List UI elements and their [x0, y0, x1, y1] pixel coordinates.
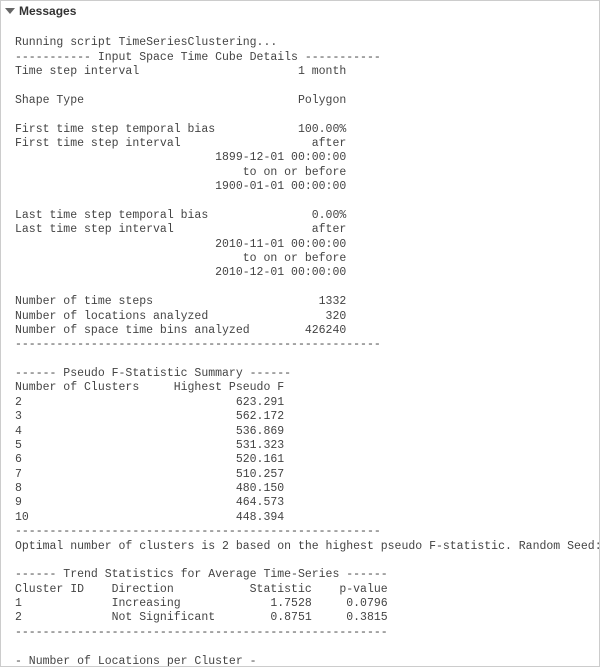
sep-trend: ------ Trend Statistics for Average Time… [15, 568, 388, 581]
messages-panel: Messages Running script TimeSeriesCluste… [1, 1, 599, 666]
messages-header[interactable]: Messages [1, 1, 599, 20]
trend-head: Cluster ID Direction Statistic p-value [15, 583, 388, 596]
pfs-head: Number of Clusters Highest Pseudo F [15, 381, 284, 394]
row-lti-d1: 2010-11-01 00:00:00 [15, 238, 346, 251]
row-lti-d2: 2010-12-01 00:00:00 [15, 266, 346, 279]
row-nstb: Number of space time bins analyzed 42624… [15, 324, 346, 337]
pfs-9: 9 464.573 [15, 496, 284, 509]
row-fti: First time step interval after [15, 137, 346, 150]
row-ltb: Last time step temporal bias 0.00% [15, 209, 346, 222]
sep-nloc: - Number of Locations per Cluster - [15, 655, 257, 667]
pfs-10: 10 448.394 [15, 511, 284, 524]
row-lti: Last time step interval after [15, 223, 346, 236]
line-running: Running script TimeSeriesClustering... [15, 36, 277, 49]
row-ftb: First time step temporal bias 100.00% [15, 123, 346, 136]
row-shape: Shape Type Polygon [15, 94, 346, 107]
messages-content: Running script TimeSeriesClustering... -… [1, 20, 599, 666]
row-fti-d1: 1899-12-01 00:00:00 [15, 151, 346, 164]
pfs-5: 5 531.323 [15, 439, 284, 452]
row-lti-to: to on or before [15, 252, 346, 265]
row-nla: Number of locations analyzed 320 [15, 310, 346, 323]
optimal: Optimal number of clusters is 2 based on… [15, 540, 599, 553]
trend-1: 1 Increasing 1.7528 0.0796 [15, 597, 388, 610]
pfs-2: 2 623.291 [15, 396, 284, 409]
row-nts: Number of time steps 1332 [15, 295, 346, 308]
pfs-4: 4 536.869 [15, 425, 284, 438]
pfs-8: 8 480.150 [15, 482, 284, 495]
sep-long-2: ----------------------------------------… [15, 525, 381, 538]
pfs-3: 3 562.172 [15, 410, 284, 423]
trend-2: 2 Not Significant 0.8751 0.3815 [15, 611, 388, 624]
chevron-down-icon [5, 8, 15, 14]
sep-pfs: ------ Pseudo F-Statistic Summary ------ [15, 367, 291, 380]
row-fti-to: to on or before [15, 166, 346, 179]
row-tsi: Time step interval 1 month [15, 65, 346, 78]
sep-trend-end: ----------------------------------------… [15, 626, 388, 639]
pfs-6: 6 520.161 [15, 453, 284, 466]
pfs-7: 7 510.257 [15, 468, 284, 481]
sep-input: ----------- Input Space Time Cube Detail… [15, 51, 381, 64]
messages-header-title: Messages [19, 4, 76, 18]
row-fti-d2: 1900-01-01 00:00:00 [15, 180, 346, 193]
sep-long-1: ----------------------------------------… [15, 338, 381, 351]
